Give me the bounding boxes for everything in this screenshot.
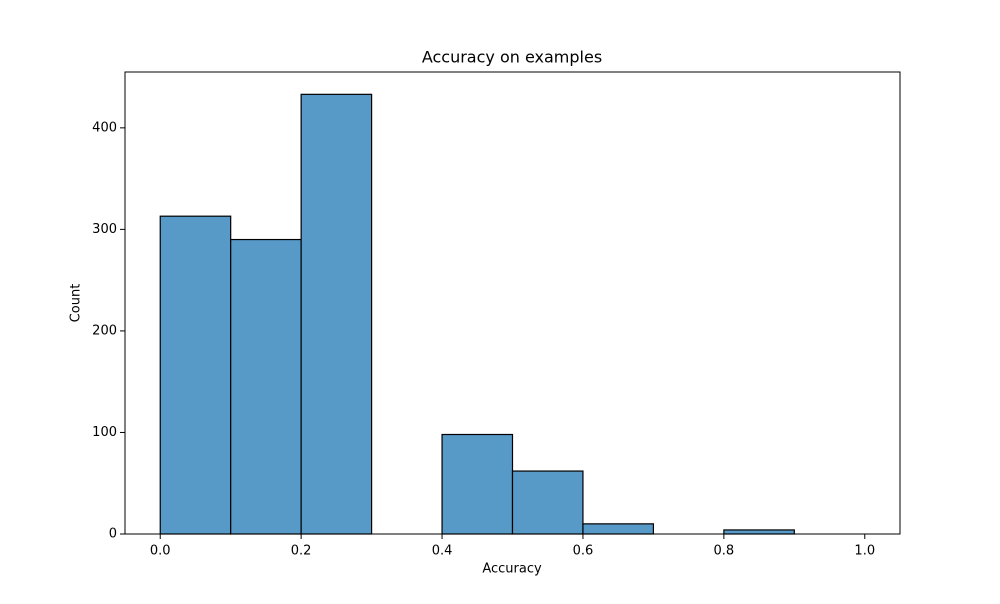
bar <box>723 529 795 535</box>
x-tick-label: 0.8 <box>714 544 735 559</box>
plot-frame <box>124 71 901 535</box>
bar <box>441 433 514 535</box>
bar <box>159 215 232 535</box>
x-tick-label: 0.4 <box>432 544 453 559</box>
bar <box>582 523 655 535</box>
y-axis-label: Count <box>69 284 84 323</box>
x-tick-label: 0.6 <box>573 544 594 559</box>
y-tick-label: 200 <box>92 323 117 338</box>
bar <box>511 470 584 535</box>
x-axis-label: Accuracy <box>482 562 542 577</box>
x-tick-label: 1.0 <box>854 544 875 559</box>
bar <box>230 238 302 535</box>
chart-title: Accuracy on examples <box>422 48 602 67</box>
x-tick-label: 0.2 <box>291 544 312 559</box>
x-tick-label: 0.0 <box>150 544 171 559</box>
y-tick-label: 300 <box>92 222 117 237</box>
y-tick-label: 0 <box>109 527 117 542</box>
bar <box>300 93 373 535</box>
y-tick-label: 400 <box>92 120 117 135</box>
y-tick-label: 100 <box>92 425 117 440</box>
